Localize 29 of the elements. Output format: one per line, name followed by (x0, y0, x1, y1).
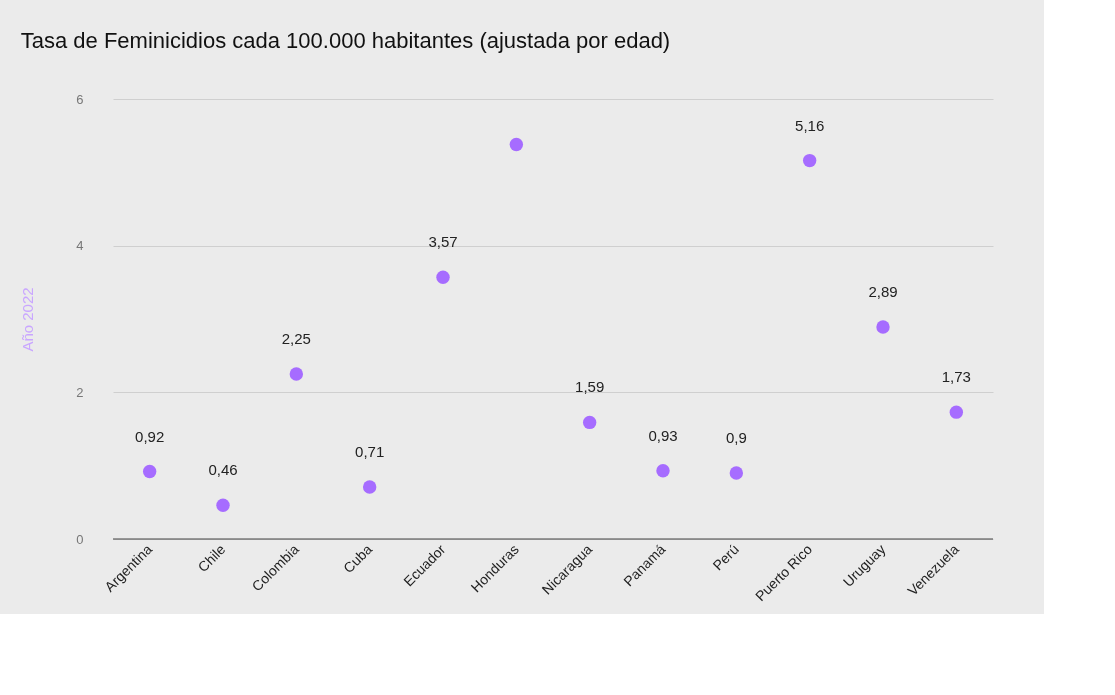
point (582, 415, 597, 430)
point (729, 466, 744, 480)
y-tick-label: 4 (76, 238, 84, 254)
data-label: 5,16 (795, 116, 825, 134)
y-axis-title: Año 2022 (19, 287, 37, 352)
data-label: 3,57 (428, 233, 458, 251)
data-label: 0,92 (135, 427, 165, 445)
point (876, 320, 890, 334)
point (142, 464, 157, 479)
point (216, 498, 230, 512)
data-label: 0,93 (648, 426, 678, 444)
chart-title: Tasa de Feminicidios cada 100.000 habitantes (ajustada por edad) (20, 28, 671, 53)
point (362, 480, 377, 494)
point (436, 270, 450, 284)
y-tick-label: 2 (76, 384, 84, 400)
data-label: 1,73 (941, 368, 971, 386)
point (802, 153, 817, 168)
data-label: 2,89 (868, 283, 898, 301)
data-label: 0,71 (355, 442, 385, 460)
data-label: 0,46 (208, 461, 238, 479)
data-label: 0,9 (725, 429, 747, 446)
point (949, 405, 964, 419)
point (656, 464, 670, 478)
data-label: 2,25 (281, 330, 311, 347)
y-tick-label: 0 (76, 531, 84, 547)
data-label: 1,59 (575, 378, 605, 396)
y-tick-label: 6 (76, 91, 84, 107)
point (509, 137, 524, 152)
point (289, 367, 304, 381)
